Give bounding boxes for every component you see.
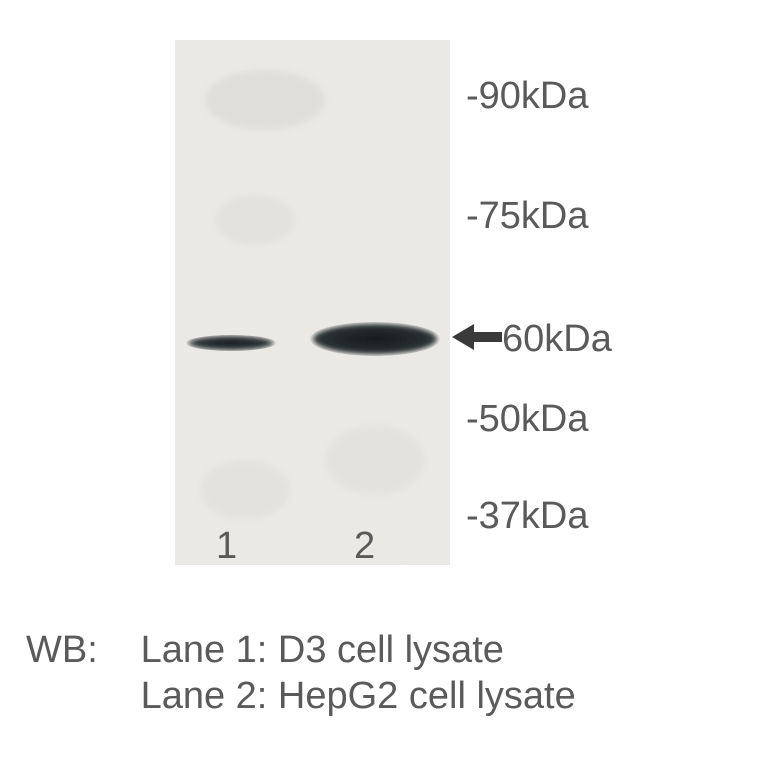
caption-line-1: Lane 1: D3 cell lysate bbox=[141, 627, 576, 673]
blot-background bbox=[175, 40, 450, 565]
mw-marker-90: -90kDa bbox=[466, 75, 589, 118]
band-lane1 bbox=[186, 335, 276, 351]
caption-line-2: Lane 2: HepG2 cell lysate bbox=[141, 673, 576, 719]
mw-marker-60: 60kDa bbox=[502, 318, 612, 361]
caption-block: WB: Lane 1: D3 cell lysateLane 2: HepG2 … bbox=[26, 627, 576, 719]
lane-label-1: 1 bbox=[216, 525, 237, 568]
mw-marker-50: -50kDa bbox=[466, 398, 589, 441]
blot-image bbox=[175, 40, 450, 565]
mw-marker-75: -75kDa bbox=[466, 195, 589, 238]
lane-label-2: 2 bbox=[354, 525, 375, 568]
band-lane2 bbox=[310, 322, 440, 356]
arrow-target-band bbox=[452, 322, 502, 352]
caption-prefix: WB: bbox=[26, 627, 130, 673]
mw-marker-37: -37kDa bbox=[466, 495, 589, 538]
